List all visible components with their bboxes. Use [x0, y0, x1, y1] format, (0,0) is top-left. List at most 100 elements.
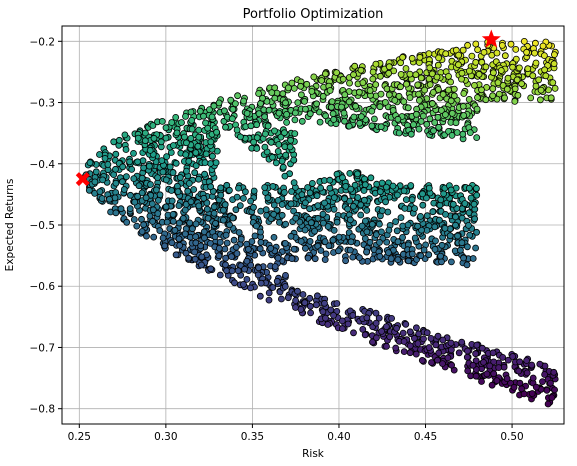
scatter-point: [271, 263, 279, 270]
scatter-point: [497, 67, 505, 74]
scatter-point: [171, 226, 179, 234]
x-axis-label: Risk: [302, 448, 325, 460]
scatter-point: [104, 161, 112, 168]
scatter-point: [181, 133, 188, 141]
scatter-point: [372, 319, 380, 327]
scatter-point: [321, 299, 328, 307]
scatter-point: [399, 53, 407, 61]
scatter-point: [279, 163, 287, 171]
scatter-point: [141, 129, 149, 137]
scatter-point: [154, 210, 162, 217]
scatter-point: [458, 69, 466, 77]
scatter-point: [306, 294, 314, 302]
scatter-point: [434, 86, 442, 93]
scatter-point: [232, 206, 240, 214]
scatter-point: [551, 51, 558, 58]
scatter-point: [528, 361, 536, 369]
scatter-point: [406, 70, 414, 78]
scatter-point: [328, 98, 336, 105]
scatter-point: [210, 209, 218, 217]
scatter-point: [321, 238, 329, 246]
scatter-point: [185, 157, 193, 165]
scatter-point: [317, 247, 325, 254]
scatter-point: [123, 173, 130, 181]
scatter-point: [321, 199, 328, 207]
scatter-point: [250, 203, 257, 211]
scatter-point: [400, 348, 408, 356]
y-tick-label: −0.2: [30, 36, 56, 48]
scatter-point: [482, 63, 490, 71]
scatter-point: [182, 151, 190, 159]
scatter-point: [363, 314, 371, 322]
scatter-point: [435, 54, 443, 62]
scatter-point: [447, 258, 455, 266]
scatter-point: [372, 81, 380, 88]
scatter-point: [220, 107, 228, 115]
scatter-point: [112, 165, 119, 173]
scatter-point: [225, 186, 233, 194]
scatter-point: [154, 196, 162, 204]
scatter-point: [174, 188, 182, 196]
scatter-point: [213, 128, 221, 136]
scatter-point: [378, 207, 386, 215]
scatter-point: [228, 267, 236, 275]
scatter-point: [254, 271, 262, 279]
scatter-point: [101, 154, 109, 162]
scatter-point: [261, 130, 269, 138]
scatter-point: [501, 52, 509, 60]
scatter-point: [267, 138, 275, 146]
y-axis-label: Expected Returns: [4, 179, 16, 272]
scatter-point: [430, 127, 437, 135]
scatter-point: [378, 179, 386, 187]
scatter-point: [406, 94, 414, 101]
scatter-point: [414, 222, 422, 230]
scatter-point: [135, 182, 143, 190]
scatter-point: [187, 134, 195, 142]
y-tick-label: −0.7: [30, 342, 56, 354]
scatter-point: [463, 261, 471, 269]
scatter-point: [264, 194, 272, 202]
scatter-point: [192, 149, 200, 157]
scatter-point: [435, 123, 443, 131]
scatter-point: [270, 210, 278, 218]
scatter-point: [221, 245, 229, 253]
scatter-point: [306, 237, 314, 245]
scatter-point: [172, 251, 180, 259]
scatter-point: [473, 105, 481, 113]
scatter-point: [130, 149, 137, 157]
scatter-point: [349, 253, 357, 261]
scatter-point: [480, 48, 488, 56]
scatter-point: [460, 254, 467, 262]
scatter-point: [215, 252, 223, 260]
scatter-point: [493, 49, 501, 57]
scatter-point: [346, 246, 354, 254]
scatter-point: [318, 77, 326, 84]
x-tick-label: 0.45: [414, 431, 437, 443]
scatter-point: [393, 227, 401, 235]
scatter-point: [528, 390, 536, 397]
scatter-point: [175, 202, 183, 210]
scatter-point: [203, 199, 211, 207]
scatter-point: [452, 119, 460, 127]
scatter-point: [313, 100, 321, 108]
scatter-point: [274, 254, 282, 262]
scatter-point: [317, 184, 325, 192]
scatter-point: [310, 73, 318, 81]
scatter-point: [341, 195, 349, 203]
scatter-point: [516, 64, 523, 72]
scatter-point: [402, 320, 410, 328]
scatter-point: [181, 206, 189, 214]
scatter-point: [203, 205, 211, 213]
scatter-point: [288, 255, 296, 263]
scatter-point: [185, 254, 193, 262]
scatter-point: [489, 349, 497, 357]
scatter-point: [464, 41, 472, 49]
scatter-point: [222, 231, 230, 239]
scatter-point: [489, 85, 497, 93]
scatter-point: [361, 181, 369, 189]
scatter-point: [377, 90, 385, 98]
scatter-point: [233, 126, 241, 134]
scatter-point: [128, 165, 136, 173]
scatter-point: [516, 358, 524, 366]
